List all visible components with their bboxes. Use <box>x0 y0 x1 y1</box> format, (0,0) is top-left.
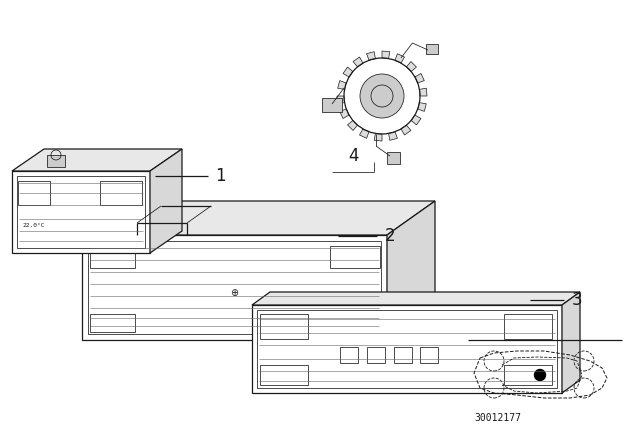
Polygon shape <box>395 54 404 63</box>
Polygon shape <box>12 149 182 171</box>
Polygon shape <box>406 61 417 72</box>
Polygon shape <box>348 121 358 130</box>
Polygon shape <box>418 103 426 112</box>
Text: 3: 3 <box>572 291 582 309</box>
Polygon shape <box>419 88 427 96</box>
Polygon shape <box>426 44 438 54</box>
Polygon shape <box>401 125 411 135</box>
Polygon shape <box>360 129 369 138</box>
Polygon shape <box>82 235 387 340</box>
Polygon shape <box>252 305 562 393</box>
Polygon shape <box>387 201 435 340</box>
Polygon shape <box>252 292 580 305</box>
Polygon shape <box>382 51 390 59</box>
Text: ⊕: ⊕ <box>230 288 239 298</box>
Circle shape <box>534 370 545 380</box>
Polygon shape <box>415 73 424 83</box>
Polygon shape <box>338 81 346 90</box>
Text: 2: 2 <box>385 227 396 245</box>
Polygon shape <box>562 292 580 393</box>
Polygon shape <box>367 52 376 60</box>
Polygon shape <box>337 96 344 104</box>
Polygon shape <box>322 98 342 112</box>
Polygon shape <box>353 57 363 67</box>
Polygon shape <box>82 201 435 235</box>
Text: 1: 1 <box>215 167 226 185</box>
Polygon shape <box>387 152 400 164</box>
Polygon shape <box>411 115 421 125</box>
Polygon shape <box>150 149 182 253</box>
Polygon shape <box>12 171 150 253</box>
Text: 4: 4 <box>348 147 358 165</box>
Circle shape <box>360 74 404 118</box>
Text: 30012177: 30012177 <box>474 413 521 423</box>
Text: 22.0°C: 22.0°C <box>23 223 45 228</box>
Polygon shape <box>47 155 65 167</box>
Polygon shape <box>388 132 397 140</box>
Polygon shape <box>374 134 382 141</box>
Polygon shape <box>343 67 353 77</box>
Polygon shape <box>340 109 349 119</box>
